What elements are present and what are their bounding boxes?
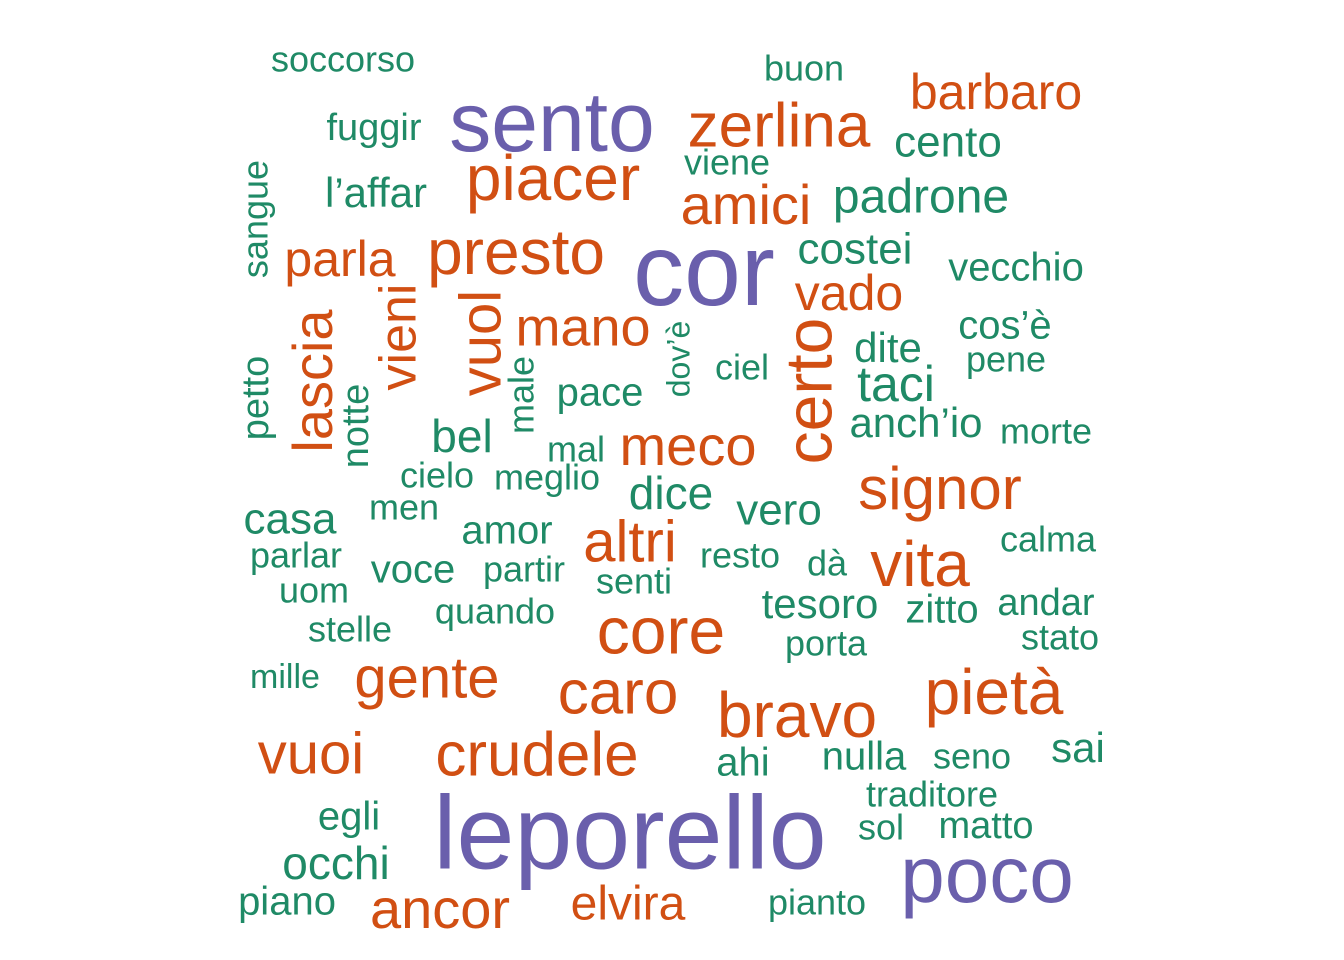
word-vecchio: vecchio (948, 246, 1084, 290)
word-laffar: l’affar (325, 169, 427, 216)
word-andar: andar (997, 582, 1095, 624)
word-amor: amor (461, 509, 552, 553)
word-calma: calma (1000, 519, 1097, 560)
word-leporello: leporello (433, 775, 826, 891)
word-piacer: piacer (466, 142, 640, 214)
word-ancor: ancor (370, 877, 510, 940)
word-cielo: cielo (400, 455, 474, 496)
word-nulla: nulla (822, 735, 907, 779)
word-ciel: ciel (715, 347, 769, 388)
word-notte: notte (335, 384, 377, 469)
word-egli: egli (318, 795, 380, 839)
word-presto: presto (427, 216, 605, 288)
word-signor: signor (858, 455, 1021, 522)
word-mano: mano (515, 297, 650, 357)
word-vita: vita (870, 528, 970, 600)
word-quando: quando (435, 591, 555, 632)
word-petto: petto (235, 356, 277, 441)
word-costei: costei (798, 225, 913, 274)
word-partir: partir (483, 549, 565, 590)
word-pene: pene (966, 339, 1046, 380)
word-fuggir: fuggir (326, 107, 421, 149)
word-piano: piano (238, 880, 336, 924)
word-bel: bel (431, 410, 492, 462)
word-matto: matto (938, 805, 1033, 847)
word-gente: gente (354, 645, 499, 710)
word-porta: porta (785, 623, 868, 664)
word-meglio: meglio (494, 457, 600, 498)
word-poco: poco (900, 830, 1073, 919)
word-occhi: occhi (282, 837, 389, 889)
word-stelle: stelle (308, 609, 392, 650)
word-dite: dite (854, 324, 922, 371)
word-parla: parla (284, 231, 395, 287)
word-caro: caro (558, 658, 679, 727)
word-dà: dà (807, 543, 848, 584)
word-elvira: elvira (571, 878, 686, 931)
word-men: men (369, 487, 439, 528)
word-amici: amici (681, 173, 812, 236)
word-crudele: crudele (435, 720, 638, 789)
word-certo: certo (771, 318, 845, 465)
word-traditore: traditore (866, 774, 998, 815)
word-pianto: pianto (768, 882, 866, 923)
word-mille: mille (250, 658, 320, 696)
word-meco: meco (620, 414, 757, 477)
word-barbaro: barbaro (910, 64, 1082, 120)
word-resto: resto (700, 535, 780, 576)
word-vero: vero (736, 486, 822, 535)
word-sol: sol (858, 807, 904, 848)
word-vado: vado (795, 265, 903, 321)
word-voce: voce (371, 548, 456, 592)
word-stato: stato (1021, 617, 1099, 658)
word-sangue: sangue (235, 160, 276, 278)
word-bravo: bravo (717, 679, 877, 751)
word-male: male (501, 356, 542, 434)
word-padrone: padrone (833, 171, 1009, 224)
word-ahi: ahi (716, 741, 769, 785)
word-uom: uom (279, 570, 349, 611)
word-altri: altri (583, 509, 676, 574)
word-morte: morte (1000, 411, 1092, 452)
word-core: core (597, 593, 725, 667)
word-buon: buon (764, 48, 844, 89)
word-cosè: cos’è (958, 304, 1051, 348)
word-viene: viene (684, 142, 770, 183)
word-sento: sento (449, 75, 655, 169)
word-tesoro: tesoro (762, 580, 879, 627)
word-casa: casa (244, 495, 337, 544)
word-cento: cento (894, 118, 1002, 167)
word-zerlina: zerlina (688, 91, 871, 160)
word-vuoi: vuoi (258, 721, 364, 786)
word-taci: taci (857, 356, 935, 412)
word-mal: mal (547, 429, 605, 470)
word-lascia: lascia (281, 309, 344, 453)
word-zitto: zitto (905, 588, 978, 632)
word-dovè: dov’è (660, 321, 696, 398)
word-dice: dice (629, 467, 713, 519)
word-soccorso: soccorso (271, 39, 415, 80)
word-anchio: anch’io (849, 399, 982, 446)
word-pietà: pietà (925, 656, 1064, 728)
word-senti: senti (596, 561, 672, 602)
word-pace: pace (557, 371, 644, 415)
word-sai: sai (1051, 724, 1105, 771)
word-cor: cor (633, 213, 775, 327)
word-seno: seno (933, 736, 1011, 777)
word-vuol: vuol (448, 290, 513, 396)
word-vieni: vieni (370, 284, 428, 391)
word-parlar: parlar (250, 535, 342, 576)
